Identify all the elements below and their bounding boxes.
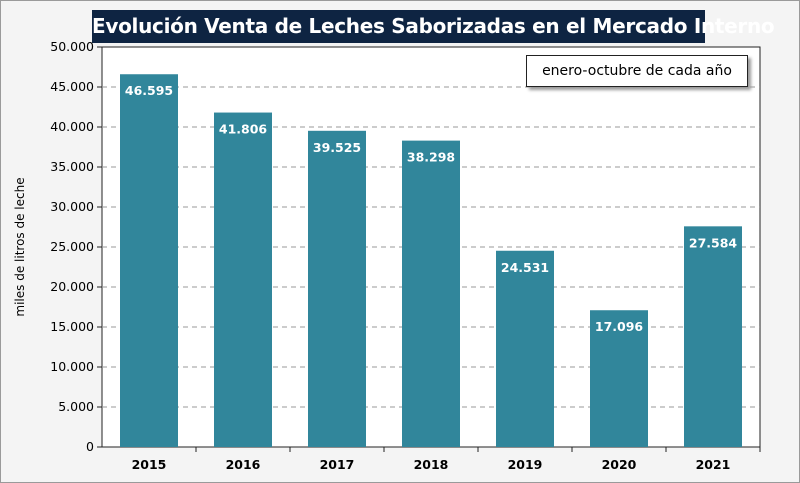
y-tick-label: 10.000 (50, 359, 94, 374)
y-tick-label: 25.000 (50, 239, 94, 254)
x-tick-label: 2018 (414, 457, 449, 472)
bar (214, 112, 272, 447)
y-tick-label: 50.000 (50, 39, 94, 54)
x-tick-label: 2016 (226, 457, 261, 472)
data-label: 39.525 (313, 140, 361, 155)
x-tick-label: 2021 (696, 457, 731, 472)
y-tick-label: 30.000 (50, 199, 94, 214)
data-label: 46.595 (125, 83, 173, 98)
data-label: 41.806 (219, 122, 268, 137)
y-tick-label: 45.000 (50, 79, 94, 94)
bar (590, 310, 648, 447)
y-tick-label: 35.000 (50, 159, 94, 174)
chart-title: Evolución Venta de Leches Saborizadas en… (92, 10, 775, 43)
data-label: 17.096 (595, 319, 644, 334)
bar (402, 140, 460, 447)
annotation-box: enero-octubre de cada año (526, 55, 748, 87)
y-tick-label: 5.000 (58, 399, 94, 414)
y-tick-label: 0 (86, 439, 94, 454)
bar (496, 250, 554, 447)
data-label: 24.531 (501, 260, 549, 275)
y-axis-label: miles de litros de leche (13, 177, 27, 316)
y-tick-label: 15.000 (50, 319, 94, 334)
bar (308, 130, 366, 448)
x-tick-label: 2020 (602, 457, 637, 472)
x-tick-label: 2019 (508, 457, 543, 472)
x-tick-label: 2015 (132, 457, 167, 472)
data-label: 27.584 (689, 235, 738, 250)
bar (684, 226, 742, 447)
y-tick-label: 40.000 (50, 119, 94, 134)
data-label: 38.298 (407, 150, 455, 165)
y-tick-label: 20.000 (50, 279, 94, 294)
bar (120, 74, 178, 448)
x-tick-label: 2017 (320, 457, 355, 472)
